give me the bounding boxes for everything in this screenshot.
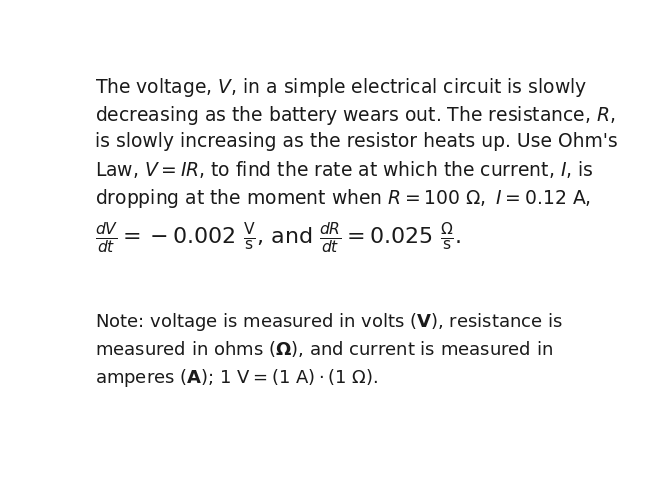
Text: amperes $(\mathbf{A})$; $1\ \mathrm{V} = (1\ \mathrm{A}) \cdot (1\ \Omega)$.: amperes $(\mathbf{A})$; $1\ \mathrm{V} =… (95, 367, 378, 389)
Text: Law, $\mathit{V} = \mathit{IR}$, to find the rate at which the current, $\mathit: Law, $\mathit{V} = \mathit{IR}$, to find… (95, 159, 594, 180)
Text: $\frac{dV}{dt} = -0.002\ \frac{\mathrm{V}}{\mathrm{s}}$, and $\frac{dR}{dt} = 0.: $\frac{dV}{dt} = -0.002\ \frac{\mathrm{V… (95, 220, 461, 255)
Text: Note: voltage is measured in volts $(\mathbf{V})$, resistance is: Note: voltage is measured in volts $(\ma… (95, 312, 563, 333)
Text: decreasing as the battery wears out. The resistance, $\mathit{R}$,: decreasing as the battery wears out. The… (95, 104, 616, 127)
Text: is slowly increasing as the resistor heats up. Use Ohm's: is slowly increasing as the resistor hea… (95, 132, 618, 151)
Text: The voltage, $\mathit{V}$, in a simple electrical circuit is slowly: The voltage, $\mathit{V}$, in a simple e… (95, 76, 587, 99)
Text: dropping at the moment when $\mathit{R} = 100\ \Omega,\ \mathit{I} = 0.12\ \math: dropping at the moment when $\mathit{R} … (95, 187, 591, 210)
Text: measured in ohms $(\mathbf{\Omega})$, and current is measured in: measured in ohms $(\mathbf{\Omega})$, an… (95, 339, 553, 359)
